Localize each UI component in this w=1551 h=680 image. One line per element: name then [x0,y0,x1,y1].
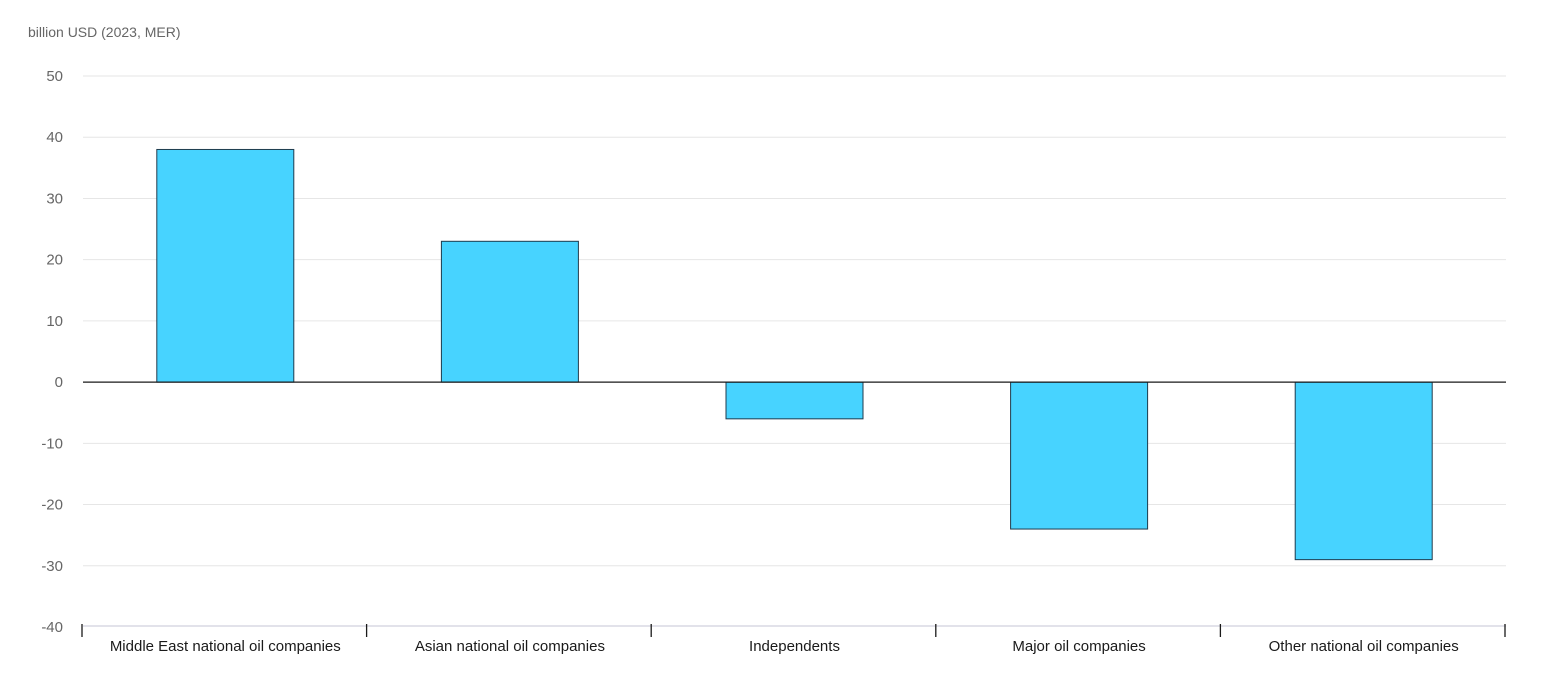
y-tick-labels: 50 40 30 20 10 0 -10 -20 -30 -40 [41,68,63,636]
y-tick-label: 10 [46,313,63,330]
bar [1010,381,1149,530]
y-tick-label: 20 [46,252,63,269]
y-axis-label: billion USD (2023, MER) [28,24,181,40]
bar [156,148,295,383]
y-tick-label: 30 [46,190,63,207]
y-tick-label: -40 [41,619,63,636]
bar [1294,381,1433,561]
x-tick-label: Other national oil companies [1269,638,1459,655]
x-tick-label: Asian national oil companies [415,638,605,655]
y-tick-label: 0 [55,374,63,391]
x-tick-labels: Middle East national oil companies Asian … [110,638,1459,655]
bar [440,240,579,383]
gridlines [83,75,1506,567]
x-tick-label: Middle East national oil companies [110,638,341,655]
x-tick-label: Major oil companies [1012,638,1145,655]
x-axis [81,381,1506,637]
y-tick-label: -10 [41,435,63,452]
y-tick-label: 50 [46,68,63,85]
y-tick-label: -20 [41,497,63,514]
x-tick-label: Independents [749,638,840,655]
bars [156,148,1433,561]
bar [725,381,864,420]
y-tick-label: 40 [46,129,63,146]
y-tick-label: -30 [41,558,63,575]
